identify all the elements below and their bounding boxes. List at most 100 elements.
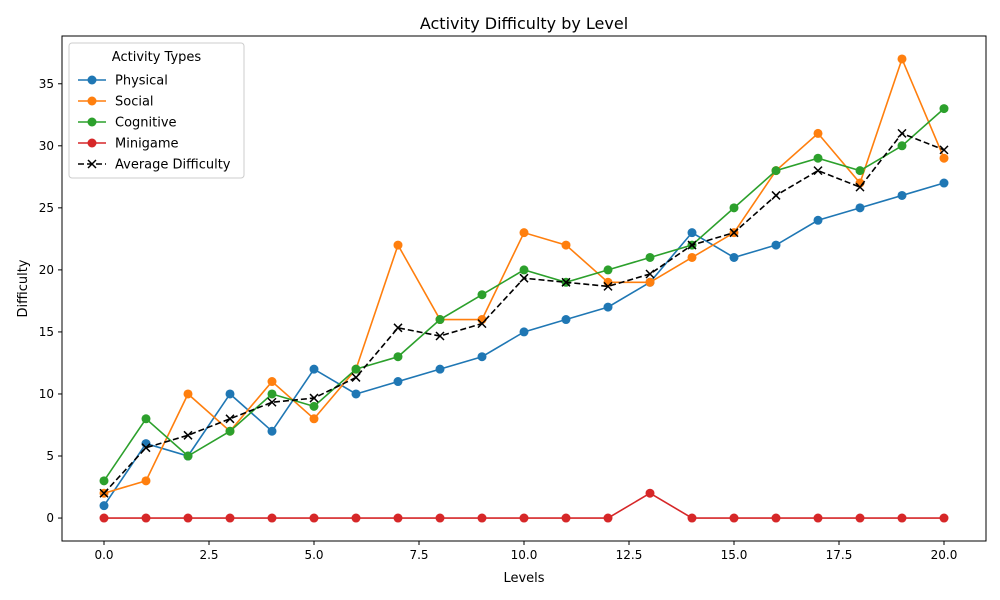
legend-label: Physical: [115, 74, 168, 89]
data-point: [813, 166, 823, 176]
data-point: [939, 153, 949, 163]
data-point: [939, 145, 949, 155]
data-point: [267, 389, 277, 399]
data-point: [225, 513, 235, 523]
x-tick-label: 17.5: [826, 548, 853, 562]
y-tick-label: 35: [39, 77, 54, 91]
data-point: [519, 265, 529, 275]
data-point: [519, 228, 529, 238]
data-point: [687, 513, 697, 523]
legend-label: Cognitive: [115, 116, 177, 131]
data-point: [939, 513, 949, 523]
y-axis-label: Difficulty: [16, 259, 31, 317]
data-point: [897, 128, 907, 138]
data-point: [855, 182, 865, 192]
data-point: [561, 513, 571, 523]
data-point: [351, 513, 361, 523]
data-point: [687, 228, 697, 238]
data-point: [771, 166, 781, 176]
data-point: [183, 451, 193, 461]
chart-title: Activity Difficulty by Level: [420, 14, 628, 33]
x-axis-label: Levels: [503, 571, 544, 586]
data-point: [141, 443, 151, 453]
x-tick-label: 0.0: [94, 548, 113, 562]
data-point: [561, 315, 571, 325]
data-point: [351, 364, 361, 374]
x-axis: 0.0 2.5 5.0 7.5 10.0 12.5 15.0 17.5 20.0: [94, 541, 957, 562]
data-point: [939, 178, 949, 188]
data-point: [267, 426, 277, 436]
data-point: [729, 228, 739, 238]
data-point: [183, 389, 193, 399]
data-point: [519, 273, 529, 283]
legend-entry: Cognitive: [78, 116, 177, 131]
data-point: [771, 240, 781, 250]
y-axis: 0 5 10 15 20 25 30 35: [39, 77, 62, 525]
data-point: [897, 190, 907, 200]
data-point: [519, 513, 529, 523]
y-tick-label: 25: [39, 201, 54, 215]
data-point: [99, 513, 109, 523]
data-point: [309, 364, 319, 374]
data-point: [897, 141, 907, 151]
data-point: [603, 513, 613, 523]
data-point: [393, 352, 403, 362]
data-point: [435, 315, 445, 325]
data-point: [435, 331, 445, 341]
data-point: [225, 426, 235, 436]
legend-label: Average Difficulty: [115, 158, 231, 173]
data-point: [309, 414, 319, 424]
data-point: [225, 414, 235, 424]
x-tick-label: 7.5: [409, 548, 428, 562]
data-point: [393, 377, 403, 387]
legend-entry: Social: [78, 95, 154, 110]
x-tick-label: 15.0: [721, 548, 748, 562]
plot-area: [99, 54, 949, 523]
data-point: [813, 128, 823, 138]
x-tick-label: 5.0: [304, 548, 323, 562]
x-tick-label: 2.5: [199, 548, 218, 562]
series-physical: [99, 178, 949, 511]
data-point: [477, 290, 487, 300]
data-point: [687, 240, 697, 250]
data-point: [603, 302, 613, 312]
data-point: [729, 252, 739, 262]
y-tick-label: 5: [46, 449, 54, 463]
data-point: [267, 513, 277, 523]
data-point: [603, 265, 613, 275]
legend-title: Activity Types: [112, 50, 202, 65]
y-tick-label: 15: [39, 325, 54, 339]
data-point: [561, 277, 571, 287]
legend-box: [68, 42, 245, 179]
data-point: [393, 240, 403, 250]
data-point: [141, 476, 151, 486]
legend-entry: Minigame: [78, 137, 179, 152]
x-tick-label: 20.0: [931, 548, 958, 562]
data-point: [351, 389, 361, 399]
data-point: [813, 153, 823, 163]
data-point: [897, 513, 907, 523]
data-point: [141, 414, 151, 424]
data-point: [141, 513, 151, 523]
data-point: [99, 501, 109, 511]
data-point: [645, 277, 655, 287]
data-point: [267, 377, 277, 387]
legend: Activity Types Physical Social Cognitive Min…: [68, 42, 245, 179]
data-point: [99, 476, 109, 486]
data-point: [267, 397, 277, 407]
data-point: [939, 104, 949, 114]
legend-label: Social: [115, 95, 154, 110]
data-point: [309, 393, 319, 403]
data-point: [351, 372, 361, 382]
legend-entry: Average Difficulty: [78, 158, 231, 173]
data-point: [225, 389, 235, 399]
data-point: [729, 513, 739, 523]
x-tick-label: 12.5: [616, 548, 643, 562]
data-point: [561, 240, 571, 250]
data-point: [855, 203, 865, 213]
data-point: [771, 190, 781, 200]
data-point: [183, 430, 193, 440]
data-point: [309, 401, 319, 411]
